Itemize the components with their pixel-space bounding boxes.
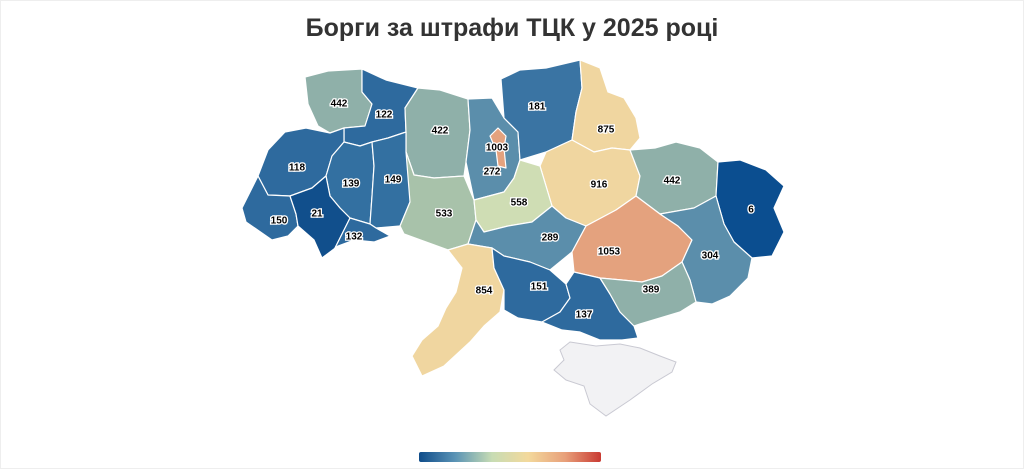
region-value-label: 875 bbox=[598, 125, 615, 136]
map-title: Борги за штрафи ТЦК у 2025 році bbox=[305, 14, 719, 42]
region-value-label: 151 bbox=[531, 282, 548, 293]
region-value-label: 21 bbox=[311, 209, 323, 220]
region-value-label: 854 bbox=[476, 286, 493, 297]
region-value-label: 442 bbox=[331, 99, 348, 110]
color-scale-legend bbox=[419, 452, 601, 462]
region-value-label: 181 bbox=[529, 102, 546, 113]
legend-color-segment bbox=[491, 452, 529, 462]
legend-color-segment bbox=[564, 452, 601, 462]
legend-color-segment bbox=[455, 452, 492, 462]
region-value-label: 289 bbox=[542, 233, 559, 244]
region-value-label: 150 bbox=[271, 216, 288, 227]
region-value-label: 533 bbox=[436, 209, 453, 220]
region-value-label: 272 bbox=[484, 167, 501, 178]
region-value-label: 422 bbox=[432, 126, 449, 137]
region-value-label: 122 bbox=[376, 110, 393, 121]
region-chernivtsi[interactable] bbox=[321, 217, 391, 259]
region-zakarpattia[interactable] bbox=[241, 175, 299, 241]
region-value-label: 558 bbox=[511, 198, 528, 209]
region-sumy[interactable] bbox=[571, 59, 641, 153]
region-value-label: 1053 bbox=[598, 247, 621, 258]
region-donetsk[interactable] bbox=[659, 195, 753, 305]
region-value-label: 916 bbox=[591, 180, 608, 191]
region-zaporizhzhia[interactable] bbox=[599, 261, 697, 327]
region-value-label: 139 bbox=[343, 179, 360, 190]
region-value-label: 304 bbox=[702, 251, 719, 262]
legend-color-segment bbox=[419, 452, 456, 462]
region-value-label: 6 bbox=[748, 205, 754, 216]
region-value-label: 149 bbox=[385, 175, 402, 186]
region-value-label: 1003 bbox=[486, 143, 509, 154]
region-value-label: 132 bbox=[346, 232, 363, 243]
region-value-label: 442 bbox=[664, 176, 681, 187]
region-value-label: 137 bbox=[576, 310, 593, 321]
region-value-label: 389 bbox=[643, 285, 660, 296]
region-odesa[interactable] bbox=[411, 243, 505, 377]
legend-color-segment bbox=[528, 452, 565, 462]
region-kyiv-city[interactable] bbox=[489, 127, 507, 169]
region-value-label: 118 bbox=[289, 163, 306, 174]
region-crimea[interactable] bbox=[553, 341, 677, 417]
